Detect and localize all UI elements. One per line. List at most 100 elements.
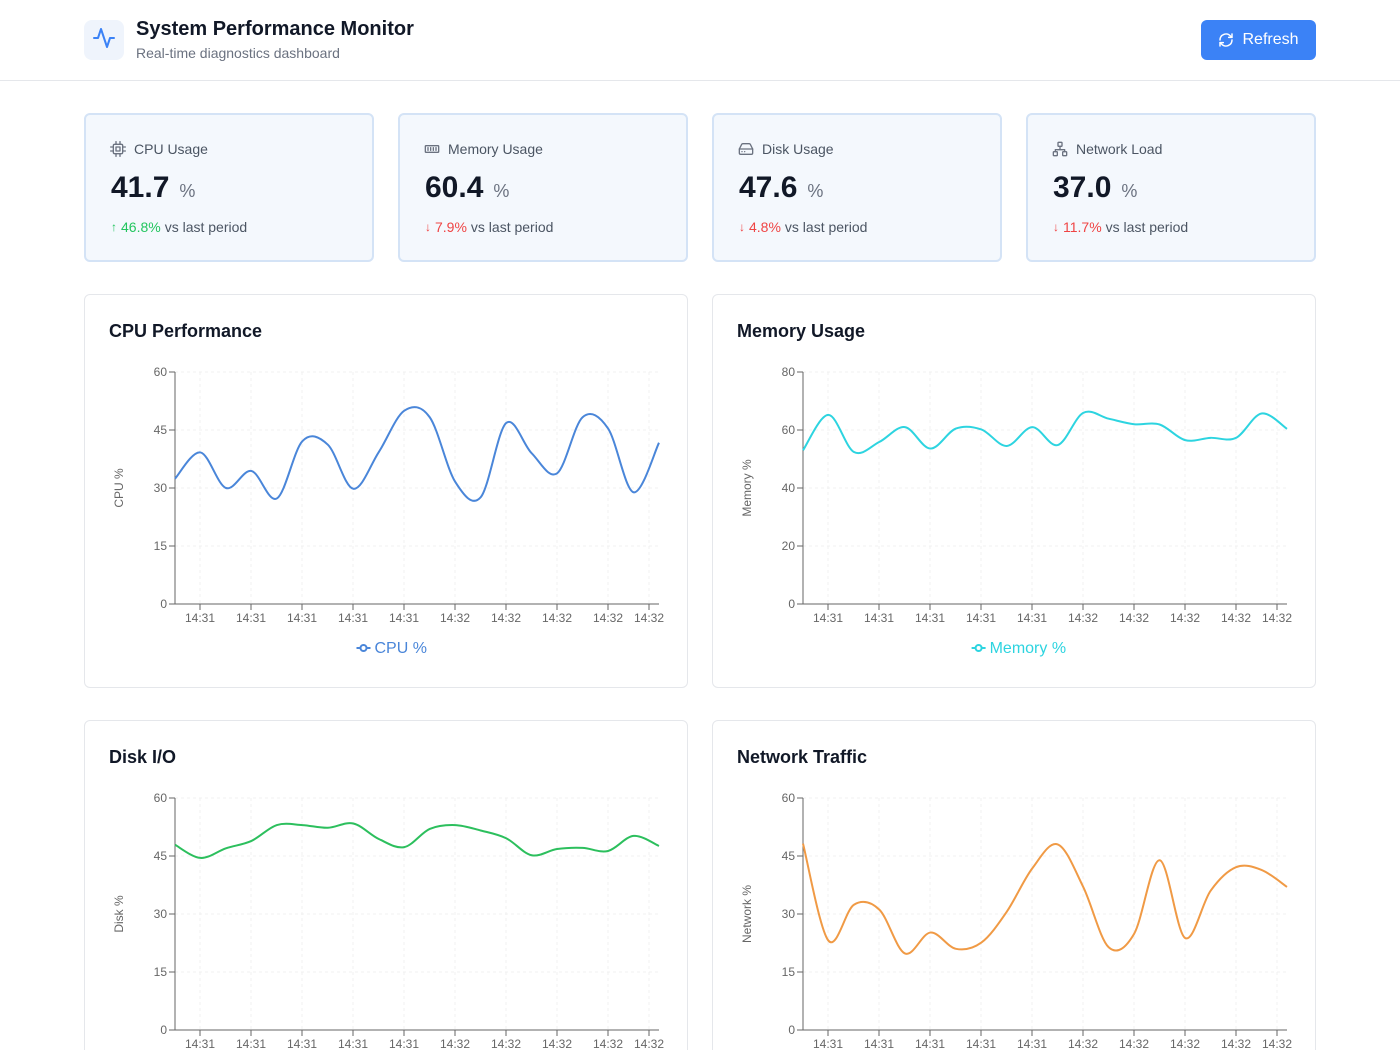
y-axis: 0 15 30 45 60	[154, 791, 176, 1037]
y-tick-label: 0	[788, 1023, 795, 1037]
x-tick-label: 14:32	[634, 1037, 664, 1050]
x-tick-label: 14:32	[1119, 1037, 1149, 1050]
x-tick-label: 14:31	[966, 1037, 996, 1050]
x-tick-label: 14:32	[491, 1037, 521, 1050]
x-tick-label: 14:31	[338, 611, 368, 625]
chart-title: CPU Performance	[109, 321, 263, 341]
x-tick-label: 14:31	[915, 611, 945, 625]
chart-legend: Memory %	[971, 640, 1066, 657]
x-tick-label: 14:31	[1017, 611, 1047, 625]
network-icon	[1052, 141, 1068, 157]
x-tick-label: 14:32	[542, 1037, 572, 1050]
arrow-down-icon: ↓	[1053, 220, 1059, 234]
legend-marker-icon	[359, 644, 368, 652]
x-tick-label: 14:32	[593, 1037, 623, 1050]
x-tick-label: 14:32	[634, 611, 664, 625]
x-tick-label: 14:32	[440, 611, 470, 625]
chart-card-disk: 0 15 30 45 60 Disk % 14:31 14:31 14:31 14:31 14:31…	[84, 720, 688, 1050]
arrow-down-icon: ↓	[739, 220, 745, 234]
cpu-icon	[110, 141, 126, 157]
x-tick-label: 14:32	[1221, 611, 1251, 625]
x-tick-label: 14:31	[185, 1037, 215, 1050]
refresh-icon	[1218, 32, 1234, 48]
y-tick-label: 60	[154, 791, 168, 805]
y-tick-label: 15	[782, 965, 796, 979]
chart-card-network: 0 15 30 45 60 Network % 14:31 14:31 14:31 14:31 14…	[712, 720, 1316, 1050]
y-tick-label: 45	[154, 423, 168, 437]
x-tick-label: 14:31	[1017, 1037, 1047, 1050]
x-tick-label: 14:32	[440, 1037, 470, 1050]
page-title: System Performance Monitor	[136, 18, 414, 40]
x-tick-label: 14:32	[1262, 611, 1292, 625]
x-tick-label: 14:32	[1119, 611, 1149, 625]
chart-grid	[175, 797, 659, 1031]
y-axis-label: Memory %	[740, 459, 754, 517]
stat-card-disk: Disk Usage 47.6 % ↓ 4.8% vs last period	[712, 113, 1002, 262]
stat-unit: %	[807, 181, 824, 201]
chart-title: Memory Usage	[737, 321, 866, 341]
chart-grid	[803, 371, 1287, 605]
y-tick-label: 60	[154, 365, 168, 379]
refresh-label: Refresh	[1242, 31, 1299, 48]
app-header: System Performance Monitor Real-time dia…	[0, 0, 1400, 81]
x-tick-label: 14:32	[1170, 611, 1200, 625]
chart-card-memory: 0 20 40 60 80 Memory % 14:31 14:31 14:31 14:31 14:…	[712, 294, 1316, 688]
series-line	[802, 410, 1288, 455]
stat-change-suffix: vs last period	[784, 219, 868, 235]
x-tick-label: 14:32	[542, 611, 572, 625]
refresh-button[interactable]: Refresh	[1201, 20, 1316, 60]
stat-value: 47.6	[739, 171, 798, 204]
x-tick-label: 14:32	[1068, 1037, 1098, 1050]
stat-change: 11.7%	[1063, 219, 1102, 235]
y-axis: 0 15 30 45 60	[154, 365, 176, 611]
y-tick-label: 40	[782, 481, 796, 495]
x-tick-label: 14:31	[864, 1037, 894, 1050]
stat-label: Disk Usage	[762, 141, 834, 157]
memory-icon	[424, 141, 440, 157]
x-tick-label: 14:31	[915, 1037, 945, 1050]
stat-value: 60.4	[425, 171, 484, 204]
stat-label: Memory Usage	[448, 141, 543, 157]
stat-unit: %	[493, 181, 510, 201]
stat-unit: %	[179, 181, 196, 201]
x-tick-label: 14:31	[338, 1037, 368, 1050]
y-tick-label: 0	[788, 597, 795, 611]
legend-marker-icon	[974, 644, 983, 652]
logo	[84, 20, 124, 60]
stat-value: 41.7	[111, 171, 170, 204]
stat-card-memory: Memory Usage 60.4 % ↓ 7.9% vs last perio…	[398, 113, 688, 262]
arrow-down-icon: ↓	[425, 220, 431, 234]
stat-unit: %	[1121, 181, 1138, 201]
chart-legend: CPU %	[356, 640, 427, 657]
y-tick-label: 30	[154, 907, 168, 921]
series-line	[802, 843, 1288, 955]
x-tick-label: 14:31	[389, 611, 419, 625]
y-tick-label: 60	[782, 791, 796, 805]
stat-change-suffix: vs last period	[164, 219, 248, 235]
chart-grid	[803, 797, 1287, 1031]
x-tick-label: 14:31	[966, 611, 996, 625]
x-tick-label: 14:31	[287, 611, 317, 625]
series-line	[174, 822, 660, 859]
x-tick-label: 14:32	[1221, 1037, 1251, 1050]
stat-card-network: Network Load 37.0 % ↓ 11.7% vs last peri…	[1026, 113, 1316, 262]
x-tick-label: 14:31	[389, 1037, 419, 1050]
x-tick-label: 14:31	[864, 611, 894, 625]
x-axis: 14:31 14:31 14:31 14:31 14:31 14:32 14:32 14:32…	[803, 603, 1292, 625]
chart-card-cpu: 0 15 30 45 60 CPU % 14:31 14:31 14:31 14:31 14:31 1…	[84, 294, 688, 688]
legend-label: CPU %	[375, 640, 427, 657]
y-axis-label: Disk %	[112, 895, 126, 933]
stat-change: 7.9%	[435, 219, 467, 235]
x-tick-label: 14:31	[185, 611, 215, 625]
y-axis: 0 15 30 45 60	[782, 791, 804, 1037]
y-tick-label: 15	[154, 539, 168, 553]
y-axis-label: Network %	[740, 885, 754, 943]
x-tick-label: 14:31	[236, 1037, 266, 1050]
page-subtitle: Real-time diagnostics dashboard	[136, 45, 340, 61]
x-tick-label: 14:31	[236, 611, 266, 625]
x-tick-label: 14:31	[813, 611, 843, 625]
